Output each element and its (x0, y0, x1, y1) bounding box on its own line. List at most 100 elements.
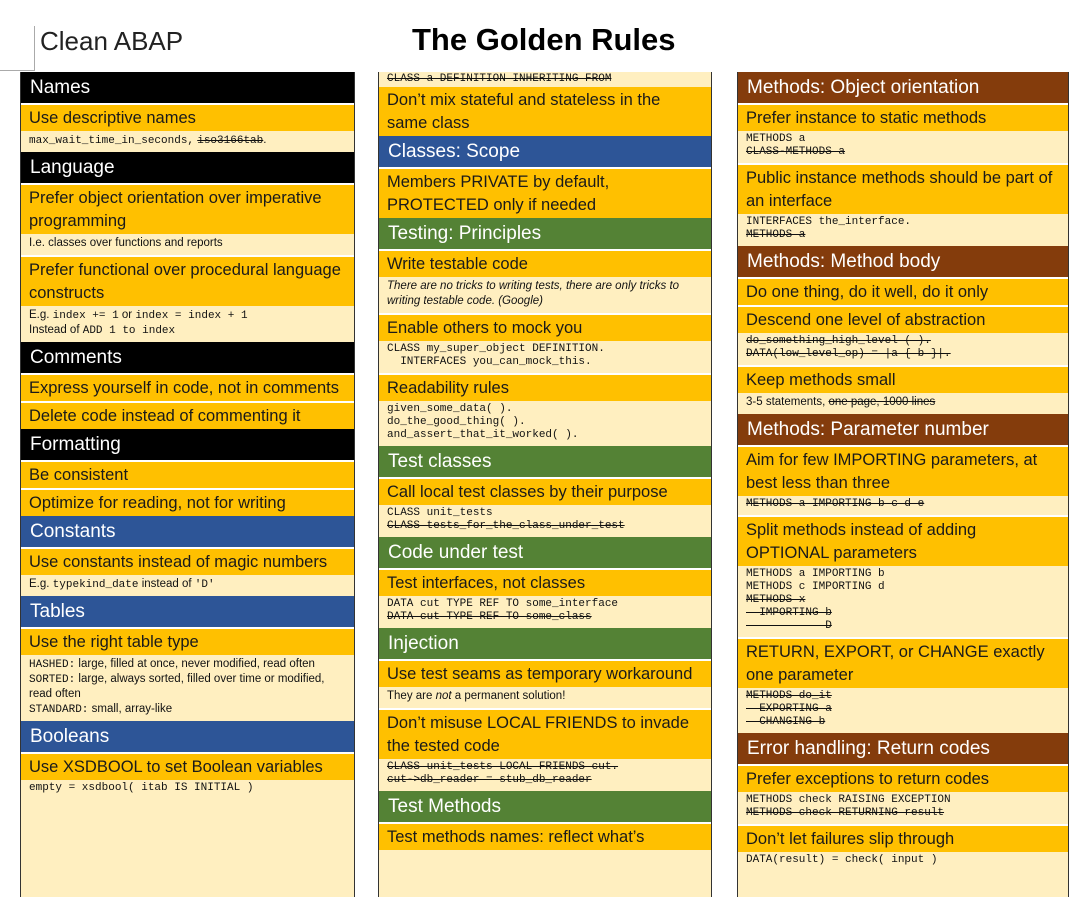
bad-code: METHODS a (746, 229, 806, 241)
rule-example: METHODS do_it EXPORTING a CHANGING b (738, 688, 1068, 733)
column-right: Methods: Object orientation Prefer insta… (737, 72, 1069, 897)
page-title: The Golden Rules (412, 22, 676, 57)
rule-example: METHODS a CLASS-METHODS a (738, 131, 1068, 163)
section-method-body: Methods: Method body (738, 246, 1068, 277)
note-emphasis: not (435, 690, 452, 702)
rule-title: Test methods names: reflect what’s (379, 824, 711, 850)
rule-be-consistent: Be consistent (21, 460, 354, 488)
good-code: index += 1 (52, 310, 119, 322)
bad-code: METHODS a IMPORTING b c d e (746, 498, 925, 510)
bad-code: METHODS x IMPORTING b D (746, 594, 832, 632)
note-text: large, always sorted, filled over time o… (29, 673, 325, 700)
rule-members-private: Members PRIVATE by default, PROTECTED on… (379, 167, 711, 218)
rule-title: Split methods instead of adding OPTIONAL… (738, 517, 1068, 566)
good-code: given_some_data( ). do_the_good_thing( )… (387, 403, 579, 441)
rule-title: Public instance methods should be part o… (738, 165, 1068, 214)
rule-title: Members PRIVATE by default, PROTECTED on… (379, 169, 711, 218)
rule-descriptive-names: Use descriptive names max_wait_time_in_s… (21, 103, 354, 152)
rule-example: E.g. index += 1 or index = index + 1 Ins… (21, 306, 354, 342)
rule-one-output: RETURN, EXPORT, or CHANGE exactly one pa… (738, 637, 1068, 733)
bad-code: CLASS a DEFINITION INHERITING FROM (387, 73, 612, 85)
bad-code: METHODS check RETURNING result (746, 807, 945, 819)
column-middle: CLASS a DEFINITION INHERITING FROM Don’t… (378, 72, 712, 897)
bad-code: CLASS-METHODS a (746, 146, 846, 158)
rule-instance-methods: Prefer instance to static methods METHOD… (738, 103, 1068, 163)
rule-title: Be consistent (21, 462, 354, 488)
rule-optimize-reading: Optimize for reading, not for writing (21, 488, 354, 516)
rule-example: METHODS a IMPORTING b c d e (738, 496, 1068, 515)
rule-continued: CLASS a DEFINITION INHERITING FROM Don’t… (379, 72, 711, 136)
rule-title: Use constants instead of magic numbers (21, 549, 354, 575)
rule-title: Call local test classes by their purpose (379, 479, 711, 505)
rule-local-friends: Don’t misuse LOCAL FRIENDS to invade the… (379, 708, 711, 791)
section-test-classes: Test classes (379, 446, 711, 477)
rule-example: empty = xsdbool( itab IS INITIAL ) (21, 780, 354, 799)
good-code: typekind_date (52, 579, 139, 591)
note-text: 3-5 statements, (746, 396, 826, 408)
rule-title: Don’t let failures slip through (738, 826, 1068, 852)
rule-title: Prefer object orientation over imperativ… (21, 185, 354, 234)
good-code: index = index + 1 (135, 310, 248, 322)
rule-title: Write testable code (379, 251, 711, 277)
note-text: E.g. (29, 309, 50, 321)
rule-title: Test interfaces, not classes (379, 570, 711, 596)
rule-example: CLASS my_super_object DEFINITION. INTERF… (379, 341, 711, 373)
rule-title: Enable others to mock you (379, 315, 711, 341)
bad-code: CLASS tests_for_the_class_under_test (387, 520, 625, 532)
rule-right-table-type: Use the right table type HASHED: large, … (21, 627, 354, 721)
section-injection: Injection (379, 628, 711, 659)
rule-use-constants: Use constants instead of magic numbers E… (21, 547, 354, 596)
rule-example: HASHED: large, filled at once, never mod… (21, 655, 354, 721)
punctuation: . (263, 134, 267, 146)
section-formatting: Formatting (21, 429, 354, 460)
section-booleans: Booleans (21, 721, 354, 752)
note-text: or (121, 309, 133, 321)
rule-title: Don’t misuse LOCAL FRIENDS to invade the… (379, 710, 711, 759)
rule-example: given_some_data( ). do_the_good_thing( )… (379, 401, 711, 446)
rule-title: Prefer functional over procedural langua… (21, 257, 354, 306)
rule-public-interface: Public instance methods should be part o… (738, 163, 1068, 246)
good-code: METHODS check RAISING EXCEPTION (746, 794, 951, 806)
section-test-methods: Test Methods (379, 791, 711, 822)
rule-split-methods: Split methods instead of adding OPTIONAL… (738, 515, 1068, 637)
rule-note: There are no tricks to writing tests, th… (379, 277, 711, 313)
section-classes-scope: Classes: Scope (379, 136, 711, 167)
bad-note: one page, 1000 lines (828, 396, 936, 408)
rule-title: Prefer exceptions to return codes (738, 766, 1068, 792)
rule-delete-code: Delete code instead of commenting it (21, 401, 354, 429)
rule-title: Use test seams as temporary workaround (379, 661, 711, 687)
bad-code: 'D' (194, 579, 215, 591)
rule-title: Express yourself in code, not in comment… (21, 375, 354, 401)
rule-example: DATA cut TYPE REF TO some_interface DATA… (379, 596, 711, 628)
section-methods-oo: Methods: Object orientation (738, 72, 1068, 103)
rule-note: I.e. classes over functions and reports (21, 234, 354, 255)
table-kind: SORTED: (29, 674, 76, 686)
rule-title: Readability rules (379, 375, 711, 401)
good-code: DATA(result) = check( input ) (746, 854, 938, 866)
good-code: METHODS a IMPORTING b METHODS c IMPORTIN… (746, 568, 885, 593)
rule-title: Optimize for reading, not for writing (21, 490, 354, 516)
note-text: large, filled at once, never modified, r… (78, 658, 315, 670)
note-text: E.g. (29, 578, 50, 590)
note-text: I.e. classes over functions and reports (29, 237, 223, 249)
rule-test-interfaces: Test interfaces, not classes DATA cut TY… (379, 568, 711, 628)
header-corner-mark (0, 26, 35, 71)
section-constants: Constants (21, 516, 354, 547)
bad-code: METHODS do_it EXPORTING a CHANGING b (746, 690, 832, 728)
rule-example: METHODS check RAISING EXCEPTION METHODS … (738, 792, 1068, 824)
note-text: a permanent solution! (454, 690, 566, 702)
rule-no-slip-through: Don’t let failures slip through DATA(res… (738, 824, 1068, 871)
rule-example: DATA(result) = check( input ) (738, 852, 1068, 871)
rule-small-methods: Keep methods small 3-5 statements, one p… (738, 365, 1068, 414)
rule-example: INTERFACES the_interface. METHODS a (738, 214, 1068, 246)
section-testing-principles: Testing: Principles (379, 218, 711, 249)
rule-example: max_wait_time_in_seconds, iso3166tab. (21, 131, 354, 152)
table-kind: HASHED: (29, 659, 76, 671)
rule-few-importing: Aim for few IMPORTING parameters, at bes… (738, 445, 1068, 515)
section-parameter-number: Methods: Parameter number (738, 414, 1068, 445)
rule-test-seams: Use test seams as temporary workaround T… (379, 659, 711, 708)
section-comments: Comments (21, 342, 354, 373)
rule-title: Prefer instance to static methods (738, 105, 1068, 131)
rule-title: RETURN, EXPORT, or CHANGE exactly one pa… (738, 639, 1068, 688)
rule-prefer-functional: Prefer functional over procedural langua… (21, 255, 354, 342)
